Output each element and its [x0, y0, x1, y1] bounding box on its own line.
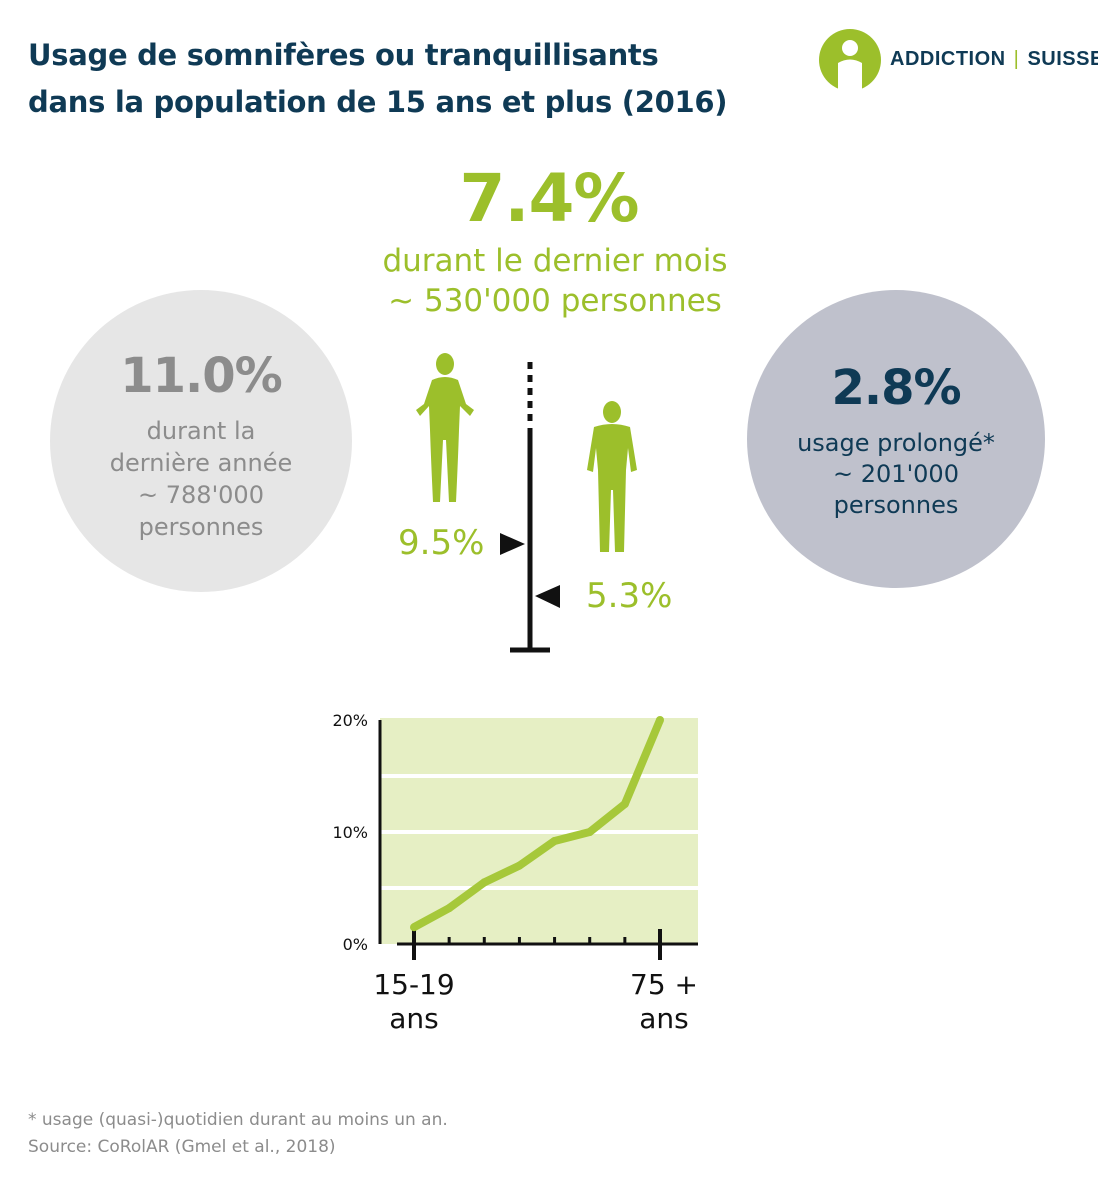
man-silhouette-icon [587, 401, 637, 552]
logo-separator: | [1013, 48, 1020, 70]
source-note: Source: CoRolAR (Gmel et al., 2018) [28, 1137, 336, 1157]
month-line-2: ~ 530'000 personnes [388, 283, 722, 319]
x-label-first-unit: ans [389, 1002, 439, 1035]
series-points [410, 716, 664, 932]
year-line-4: personnes [138, 513, 264, 541]
prolonged-line-2: ~ 201'000 [833, 460, 959, 488]
x-label-first: 15-19 ans [362, 968, 466, 1036]
logo-word-addiction: ADDICTION [890, 48, 1006, 70]
women-marker-icon [500, 533, 525, 555]
data-point [445, 904, 454, 913]
prolonged-line-1: usage prolongé* [797, 429, 995, 457]
women-value: 9.5% [398, 523, 485, 563]
prolonged-circle: 2.8% usage prolongé* ~ 201'000 personnes [747, 290, 1045, 588]
data-point [550, 836, 559, 845]
y-tick-labels: 0% 10% 20% [332, 711, 368, 954]
y-tick-label: 20% [332, 711, 368, 730]
prolonged-line-3: personnes [833, 491, 959, 519]
data-point [515, 861, 524, 870]
data-point [410, 923, 418, 932]
y-tick-label: 0% [343, 935, 368, 954]
x-label-last-unit: ans [639, 1002, 689, 1035]
title-line-1: Usage de somnifères ou tranquillisants [28, 38, 659, 72]
year-line-2: dernière année [109, 449, 293, 477]
x-label-last: 75 + ans [612, 968, 716, 1036]
age-line-chart: 0% 10% 20% [332, 711, 698, 960]
data-point [480, 878, 489, 887]
x-ticks [412, 929, 662, 960]
x-label-first-range: 15-19 [373, 968, 455, 1001]
y-tick-label: 10% [332, 823, 368, 842]
prolonged-value: 2.8% [831, 360, 961, 416]
chart-grid [380, 774, 698, 890]
addiction-suisse-logo-icon [819, 29, 881, 92]
men-value: 5.3% [586, 576, 673, 616]
title-line-2: dans la population de 15 ans et plus (20… [28, 85, 728, 119]
year-value: 11.0% [120, 348, 283, 404]
x-label-last-range: 75 + [630, 968, 698, 1001]
footnote: * usage (quasi-)quotidien durant au moin… [28, 1110, 448, 1130]
year-line-3: ~ 788'000 [138, 481, 264, 509]
page-title: Usage de somnifères ou tranquillisants d… [28, 32, 818, 126]
data-point [620, 800, 629, 808]
month-value: 7.4% [459, 160, 639, 237]
year-circle: 11.0% durant la dernière année ~ 788'000… [50, 290, 352, 592]
men-marker-icon [535, 585, 560, 608]
logo-word-suisse: SUISSE [1027, 48, 1098, 70]
woman-silhouette-icon [416, 353, 474, 502]
series-line [412, 718, 664, 931]
month-line-1: durant le dernier mois [382, 243, 728, 279]
gender-gauge [500, 362, 560, 653]
year-line-1: durant la [146, 417, 256, 445]
logo-text: ADDICTION | SUISSE [890, 48, 1098, 71]
data-point [585, 828, 594, 836]
data-point [656, 716, 664, 724]
